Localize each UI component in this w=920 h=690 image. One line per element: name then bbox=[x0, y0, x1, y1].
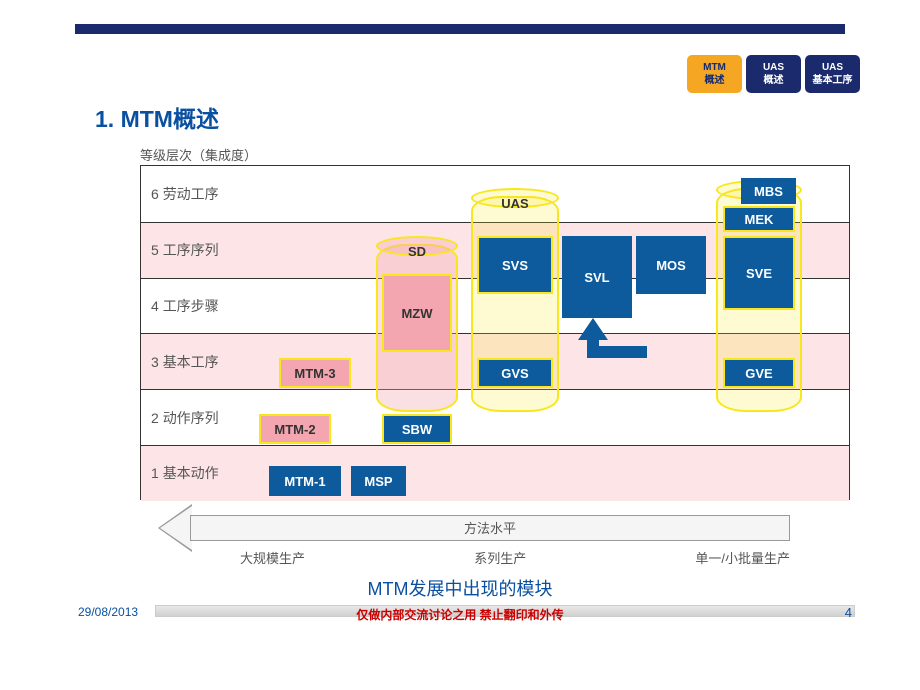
svs-box: SVS bbox=[477, 236, 553, 294]
page-number: 4 bbox=[845, 605, 852, 620]
mtm1-box: MTM-1 bbox=[269, 466, 341, 496]
gve-box: GVE bbox=[723, 358, 795, 388]
tab-uas-basic[interactable]: UAS基本工序 bbox=[805, 55, 860, 93]
chart-subtitle: MTM发展中出现的模块 bbox=[0, 575, 920, 601]
mtm3-box: MTM-3 bbox=[279, 358, 351, 388]
sve-box: SVE bbox=[723, 236, 795, 310]
tab-l1: UAS bbox=[763, 61, 784, 74]
svl-box: SVL bbox=[562, 236, 632, 318]
tab-l1: MTM bbox=[703, 61, 726, 74]
mbs-box: MBS bbox=[741, 178, 796, 204]
row-label: 1 基本动作 bbox=[151, 463, 219, 483]
xlabel: 单一/小批量生产 bbox=[695, 548, 790, 567]
xlabel: 大规模生产 bbox=[240, 548, 305, 567]
up-arrow-icon bbox=[577, 318, 607, 358]
sd-cyl-label: SD bbox=[378, 244, 456, 259]
msp-box: MSP bbox=[351, 466, 406, 496]
x-labels: 大规模生产 系列生产 单一/小批量生产 bbox=[140, 548, 850, 567]
tab-mtm[interactable]: MTM概述 bbox=[687, 55, 742, 93]
row-label: 3 基本工序 bbox=[151, 352, 219, 372]
page-title: 1. MTM概述 bbox=[95, 100, 219, 134]
row-label: 4 工序步骤 bbox=[151, 296, 219, 316]
mzw-box: MZW bbox=[382, 274, 452, 352]
tabs: MTM概述 UAS概述 UAS基本工序 bbox=[687, 55, 860, 93]
tab-l1: UAS bbox=[822, 61, 843, 74]
sbw-box: SBW bbox=[382, 414, 452, 444]
tab-l2: 基本工序 bbox=[813, 74, 853, 87]
mtm2-box: MTM-2 bbox=[259, 414, 331, 444]
row-label: 5 工序序列 bbox=[151, 240, 219, 260]
arrow-head-icon bbox=[160, 506, 192, 550]
uas-cyl-label: UAS bbox=[473, 196, 557, 211]
row-label: 2 动作序列 bbox=[151, 408, 219, 428]
footer-confidential: 仅做内部交流讨论之用 禁止翻印和外传 bbox=[0, 606, 920, 623]
arrow-label: 方法水平 bbox=[190, 518, 790, 537]
gvs-box: GVS bbox=[477, 358, 553, 388]
top-bar bbox=[75, 24, 845, 34]
mek-box: MEK bbox=[723, 206, 795, 232]
chart-area: 6 劳动工序 5 工序序列 4 工序步骤 3 基本工序 2 动作序列 1 基本动… bbox=[140, 165, 850, 500]
row-1: 1 基本动作 bbox=[141, 445, 849, 501]
tab-l2: 概述 bbox=[764, 74, 784, 87]
xlabel: 系列生产 bbox=[474, 548, 526, 567]
tab-uas[interactable]: UAS概述 bbox=[746, 55, 801, 93]
tab-l2: 概述 bbox=[705, 74, 725, 87]
y-axis-label: 等级层次（集成度） bbox=[140, 145, 257, 164]
row-label: 6 劳动工序 bbox=[151, 184, 219, 204]
mos-box: MOS bbox=[636, 236, 706, 294]
